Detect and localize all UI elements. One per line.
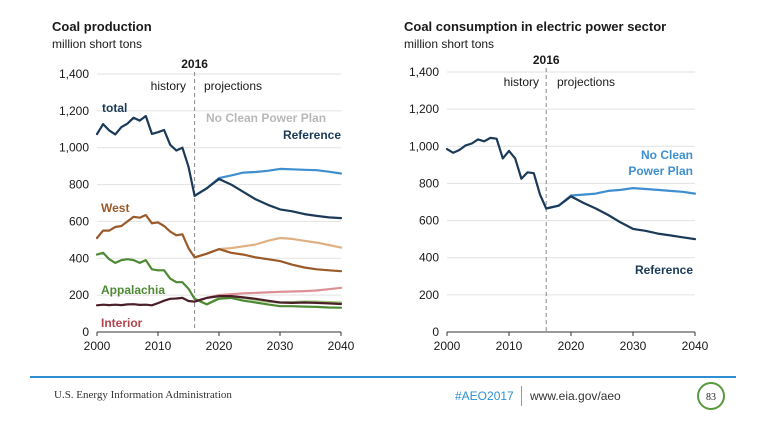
- y-gridlines: [447, 71, 695, 333]
- y-tick-label: 1,200: [409, 102, 439, 116]
- chart-subtitle: million short tons: [52, 37, 142, 51]
- label-ncpp-line2: Power Plan: [628, 164, 693, 178]
- label-ncpp-line1: No Clean: [641, 148, 693, 162]
- x-tick-label: 2020: [206, 339, 233, 353]
- series-line-reference: [545, 195, 697, 241]
- website-link[interactable]: www.eia.gov/aeo: [530, 389, 621, 403]
- label-total: total: [102, 101, 127, 115]
- divider-year-label: 2016: [181, 57, 208, 71]
- y-tick-label: 600: [69, 214, 89, 228]
- y-tick-label: 800: [419, 176, 439, 190]
- series-lines: [445, 136, 697, 241]
- series-line-history: [445, 136, 548, 210]
- y-tick-label: 200: [419, 288, 439, 302]
- footer-separator: [521, 386, 522, 406]
- series-line-west-ncpp: [193, 236, 343, 259]
- x-tick-label: 2010: [496, 339, 523, 353]
- x-tick-labels: 2000 2010 2020 2030 2040: [84, 332, 355, 353]
- x-tick-label: 2020: [558, 339, 585, 353]
- label-reference: Reference: [635, 263, 693, 277]
- y-tick-label: 1,200: [59, 104, 89, 118]
- page-number-badge: 83: [697, 382, 725, 410]
- series-line-reference: [193, 177, 343, 220]
- series-line-total: [95, 114, 196, 197]
- y-tick-labels: 0 200 400 600 800 1,000 1,200 1,400: [59, 67, 89, 339]
- x-tick-label: 2010: [145, 339, 172, 353]
- y-tick-label: 1,000: [59, 141, 89, 155]
- history-label: history: [151, 79, 186, 93]
- hashtag-link[interactable]: #AEO2017: [455, 389, 514, 403]
- series-line-no-clean-power-plan: [193, 167, 343, 197]
- label-west: West: [101, 201, 129, 215]
- x-tick-label: 2000: [84, 339, 111, 353]
- x-tick-label: 2030: [267, 339, 294, 353]
- series-line-appalachia-ref: [193, 296, 343, 309]
- x-tick-label: 2030: [620, 339, 647, 353]
- y-tick-label: 0: [82, 325, 89, 339]
- series-line-interior: [95, 296, 196, 307]
- y-tick-label: 1,400: [59, 67, 89, 81]
- y-tick-label: 600: [419, 214, 439, 228]
- charts-canvas: Coal production million short tons 0 200 4…: [52, 19, 709, 353]
- x-tick-labels: 2000 2010 2020 2030 2040: [434, 332, 709, 353]
- y-tick-label: 400: [69, 251, 89, 265]
- footer: U.S. Energy Information Administration #…: [0, 376, 764, 432]
- y-tick-labels: 0 200 400 600 800 1,000 1,200 1,400: [409, 65, 439, 339]
- label-appalachia: Appalachia: [101, 283, 165, 297]
- y-tick-label: 800: [69, 178, 89, 192]
- divider-year-label: 2016: [533, 53, 560, 67]
- agency-name: U.S. Energy Information Administration: [54, 389, 232, 401]
- label-reference: Reference: [283, 128, 341, 142]
- y-tick-label: 1,400: [409, 65, 439, 79]
- y-tick-label: 0: [432, 325, 439, 339]
- chart-title: Coal consumption in electric power secto…: [404, 19, 666, 34]
- label-interior: Interior: [101, 316, 143, 330]
- y-tick-label: 1,000: [409, 139, 439, 153]
- chart-title: Coal production: [52, 19, 152, 34]
- x-tick-label: 2000: [434, 339, 461, 353]
- y-tick-label: 200: [69, 288, 89, 302]
- y-gridlines: [97, 73, 341, 333]
- series-line-appalachia: [95, 251, 196, 300]
- x-tick-label: 2040: [328, 339, 355, 353]
- footer-divider: [30, 376, 736, 378]
- chart-subtitle: million short tons: [404, 37, 494, 51]
- chart-production: Coal production million short tons 0 200 4…: [52, 19, 355, 353]
- projections-label: projections: [204, 79, 262, 93]
- y-tick-label: 400: [419, 251, 439, 265]
- series-line-west: [95, 213, 196, 259]
- chart-consumption: Coal consumption in electric power secto…: [404, 19, 709, 353]
- series-line-interior-ref: [193, 295, 343, 306]
- series-lines: [95, 114, 343, 309]
- projections-label: projections: [557, 75, 615, 89]
- label-no-clean-power-plan: No Clean Power Plan: [206, 111, 326, 125]
- history-label: history: [504, 75, 539, 89]
- x-tick-label: 2040: [682, 339, 709, 353]
- series-line-west-ref: [193, 248, 343, 273]
